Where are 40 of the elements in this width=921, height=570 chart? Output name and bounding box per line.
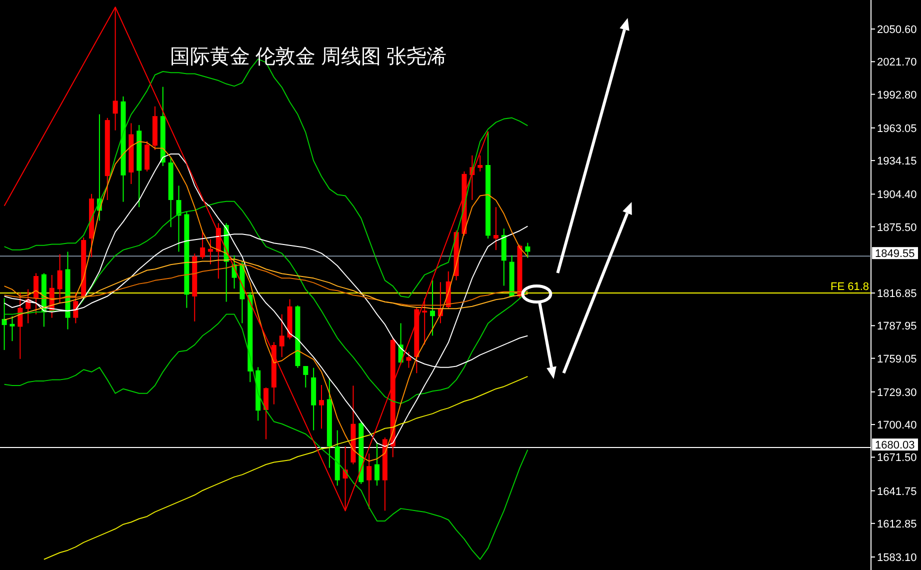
y-tick-label: 1992.80 bbox=[877, 89, 917, 102]
y-tick-label: 1700.40 bbox=[877, 420, 917, 432]
candlestick bbox=[493, 206, 498, 251]
candlestick bbox=[319, 384, 324, 430]
y-tick-label: 1671.50 bbox=[877, 452, 917, 464]
y-tick-label: 1787.95 bbox=[877, 320, 917, 333]
candlestick bbox=[176, 185, 182, 252]
y-tick-label: 1583.10 bbox=[877, 552, 917, 564]
y-tick-label: 2021.70 bbox=[877, 56, 917, 69]
candlestick bbox=[478, 154, 483, 172]
candlestick bbox=[303, 366, 308, 388]
candlestick bbox=[279, 314, 284, 358]
y-tick-label: 1641.75 bbox=[877, 486, 917, 498]
y-tick-label: 1934.15 bbox=[877, 156, 917, 168]
y-tick-label: 1904.40 bbox=[877, 189, 917, 202]
candlestick bbox=[422, 298, 428, 346]
ref-line-label: 1849.55 bbox=[875, 248, 915, 260]
text: 国际黄金 伦敦金 周线图 张尧浠 bbox=[170, 46, 447, 68]
line-series bbox=[4, 6, 489, 512]
y-tick-label: 1816.85 bbox=[877, 288, 917, 300]
candlestick bbox=[263, 386, 268, 440]
line-series bbox=[4, 314, 528, 560]
candlestick bbox=[200, 230, 206, 260]
y-tick-label: 1875.50 bbox=[877, 222, 917, 234]
candlestick bbox=[57, 254, 62, 304]
y-tick-label: 1729.30 bbox=[877, 386, 917, 399]
candlestick bbox=[525, 242, 530, 258]
y-tick-label: 1612.85 bbox=[877, 518, 917, 530]
line-series bbox=[43, 376, 528, 560]
y-tick-label: 2050.60 bbox=[877, 24, 917, 36]
ref-line-label: FE 61.8 bbox=[830, 281, 869, 294]
ref-line-label: 1680.03 bbox=[875, 440, 915, 452]
candlestick bbox=[34, 272, 39, 315]
y-tick-label: 1963.05 bbox=[877, 122, 917, 135]
y-tick-label: 1759.05 bbox=[877, 353, 917, 366]
candlestick bbox=[10, 316, 15, 342]
candlestick bbox=[430, 280, 436, 336]
candlestick bbox=[73, 292, 78, 324]
candlestick bbox=[374, 442, 380, 486]
candlestick bbox=[406, 351, 412, 368]
